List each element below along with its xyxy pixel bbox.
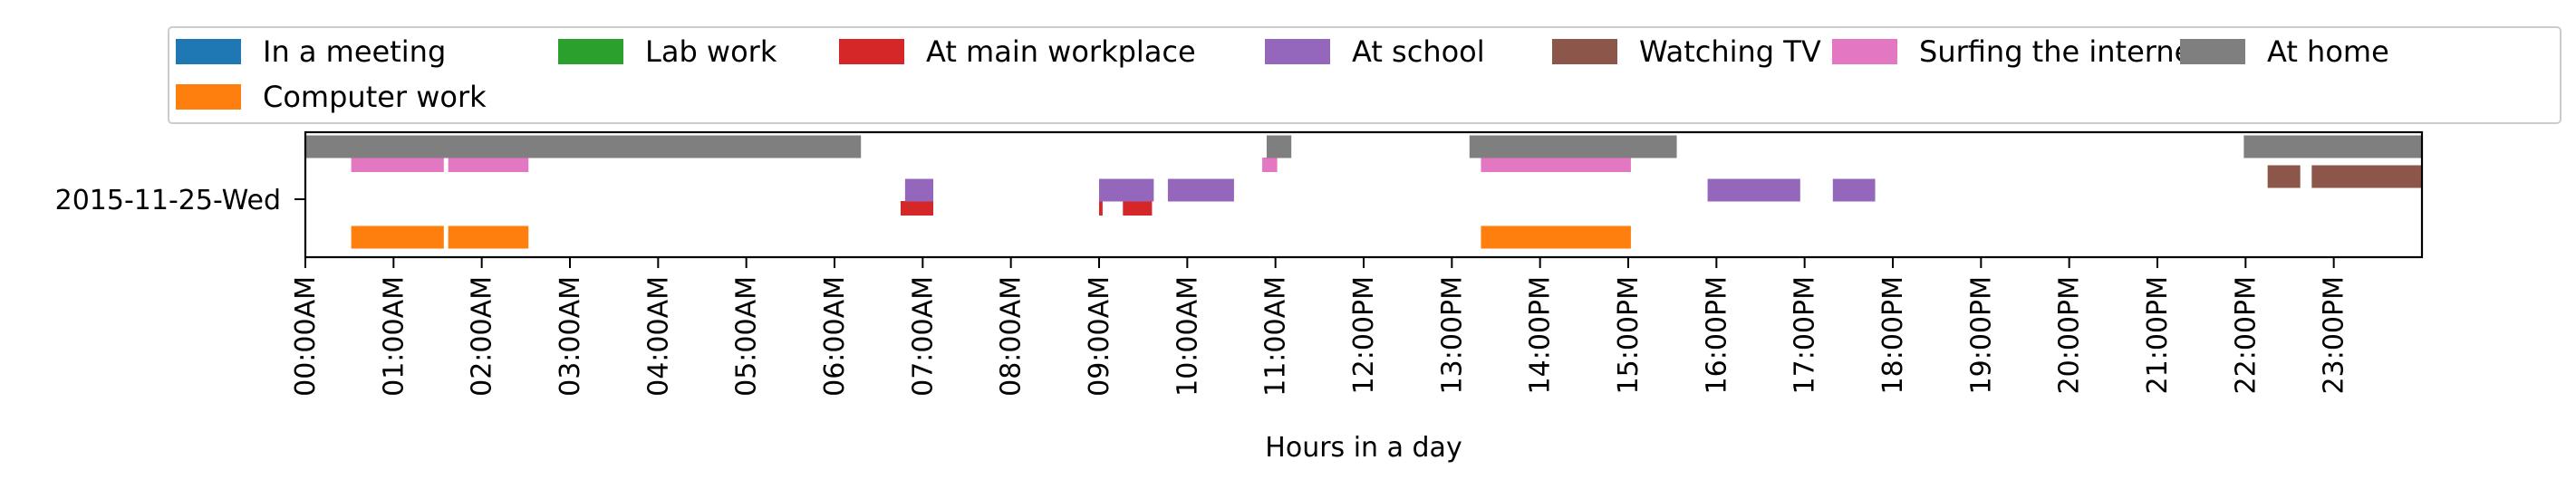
- x-tick-label: 06:00AM: [819, 276, 851, 397]
- bar-computer-work-2: [1481, 225, 1631, 249]
- x-tick-label: 13:00PM: [1436, 276, 1468, 394]
- legend-swatch: [2180, 39, 2245, 64]
- x-axis: 00:00AM 01:00AM 02:00AM 03:00AM 04:00AM 05:00…: [290, 257, 2350, 397]
- legend-swatch: [176, 84, 241, 110]
- x-tick-label: 14:00PM: [1525, 276, 1557, 394]
- legend-label: In a meeting: [263, 34, 446, 69]
- legend-swatch: [839, 39, 904, 64]
- bar-watching-tv-1: [2311, 165, 2422, 188]
- legend-frame: [168, 26, 2562, 124]
- legend-swatch: [1265, 39, 1330, 64]
- x-tick-label: 05:00AM: [731, 276, 763, 397]
- legend: In a meeting Lab work At main workplace At …: [168, 26, 2562, 124]
- y-tick-label: 2015-11-25-Wed: [55, 185, 281, 216]
- legend-swatch: [1552, 39, 1617, 64]
- bar-computer-work-0: [351, 225, 444, 249]
- x-tick-label: 15:00PM: [1613, 276, 1645, 394]
- y-axis: 2015-11-25-Wed: [55, 185, 305, 216]
- legend-label: At school: [1352, 34, 1485, 69]
- x-tick-label: 10:00AM: [1172, 276, 1203, 397]
- x-tick-label: 18:00PM: [1877, 276, 1909, 394]
- x-tick-label: 19:00PM: [1965, 276, 1997, 394]
- x-tick-label: 00:00AM: [290, 276, 322, 397]
- legend-label: Computer work: [263, 80, 487, 114]
- x-tick-label: 11:00AM: [1260, 276, 1292, 397]
- x-tick-label: 16:00PM: [1701, 276, 1732, 394]
- bar-at-school-3: [1707, 178, 1800, 202]
- bar-at-home-0: [305, 135, 862, 158]
- bar-at-home-1: [1266, 135, 1292, 158]
- bar-surfing-the-internet-2: [1262, 158, 1278, 172]
- bar-at-school-0: [904, 178, 934, 202]
- x-tick-label: 12:00PM: [1348, 276, 1380, 394]
- bar-at-school-1: [1099, 178, 1154, 202]
- bar-at-school-4: [1832, 178, 1876, 202]
- legend-label: At main workplace: [926, 34, 1196, 69]
- bar-at-main-workplace-0: [901, 201, 934, 216]
- legend-label: Watching TV: [1639, 34, 1821, 69]
- bar-computer-work-1: [448, 225, 529, 249]
- x-tick-label: 04:00AM: [642, 276, 674, 397]
- x-axis-label: Hours in a day: [1265, 432, 1462, 464]
- bar-at-main-workplace-1: [1099, 201, 1103, 216]
- bar-at-main-workplace-2: [1123, 201, 1153, 216]
- x-tick-label: 17:00PM: [1790, 276, 1821, 394]
- bar-surfing-the-internet-0: [351, 158, 444, 172]
- bar-surfing-the-internet-1: [448, 158, 529, 172]
- bar-watching-tv-0: [2267, 165, 2301, 188]
- bar-at-school-2: [1167, 178, 1234, 202]
- x-tick-label: 08:00AM: [996, 276, 1028, 397]
- x-tick-label: 01:00AM: [378, 276, 410, 397]
- legend-label: At home: [2267, 34, 2389, 69]
- bars-layer: [305, 135, 2422, 249]
- legend-swatch: [176, 39, 241, 64]
- x-tick-label: 03:00AM: [555, 276, 586, 397]
- x-tick-label: 09:00AM: [1084, 276, 1115, 397]
- x-tick-label: 20:00PM: [2054, 276, 2086, 394]
- bar-at-home-2: [1469, 135, 1677, 158]
- legend-swatch: [558, 39, 623, 64]
- x-tick-label: 02:00AM: [467, 276, 498, 397]
- x-tick-label: 22:00PM: [2230, 276, 2262, 394]
- x-tick-label: 21:00PM: [2142, 276, 2174, 394]
- x-tick-label: 07:00AM: [907, 276, 939, 397]
- legend-label: Lab work: [645, 34, 777, 69]
- bar-surfing-the-internet-3: [1481, 158, 1631, 172]
- legend-label: Surfing the internet: [1919, 34, 2204, 69]
- legend-swatch: [1832, 39, 1897, 64]
- x-tick-label: 23:00PM: [2319, 276, 2350, 394]
- bar-at-home-3: [2243, 135, 2422, 158]
